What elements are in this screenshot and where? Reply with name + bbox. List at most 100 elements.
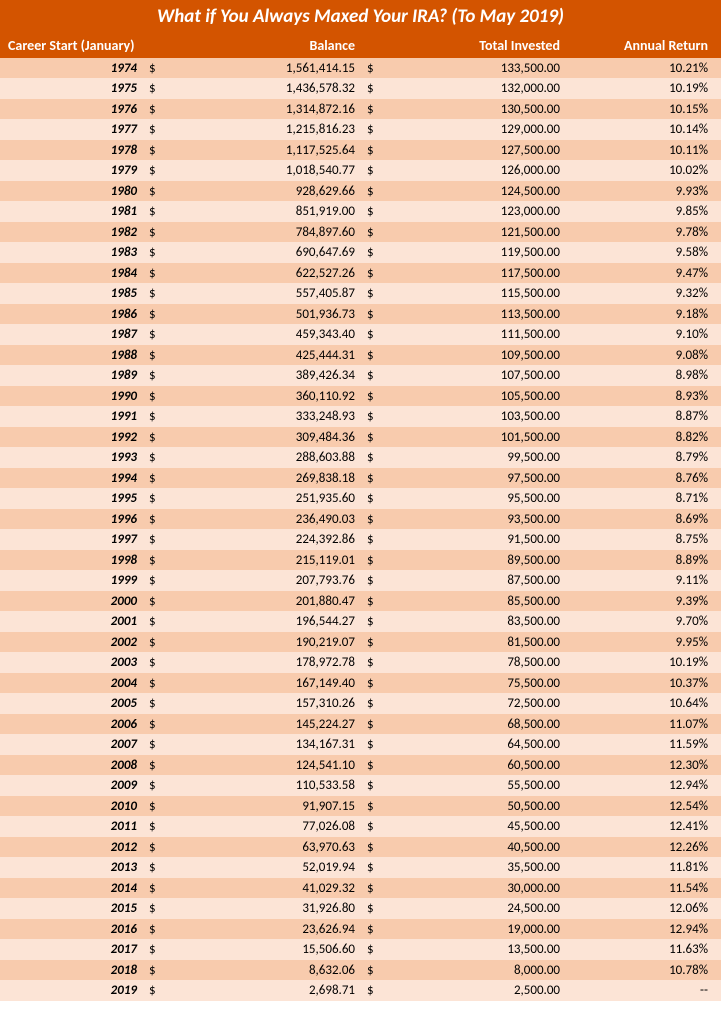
- table-row: 1993$288,603.88$99,500.008.79%: [0, 447, 721, 468]
- cell-balance: $31,926.80: [145, 901, 363, 916]
- cell-return: 9.39%: [568, 594, 718, 609]
- cell-balance: $236,490.03: [145, 512, 363, 527]
- cell-invested: $105,500.00: [363, 389, 568, 404]
- cell-return: 11.81%: [568, 860, 718, 875]
- table-row: 2015$31,926.80$24,500.0012.06%: [0, 898, 721, 919]
- cell-return: 12.94%: [568, 778, 718, 793]
- dollar-sign: $: [149, 778, 156, 793]
- cell-return: 9.78%: [568, 225, 718, 240]
- dollar-sign: $: [367, 184, 374, 199]
- dollar-sign: $: [367, 635, 374, 650]
- cell-year: 1993: [0, 450, 145, 465]
- cell-return: 9.58%: [568, 245, 718, 260]
- dollar-sign: $: [149, 635, 156, 650]
- table-row: 2001$196,544.27$83,500.009.70%: [0, 611, 721, 632]
- cell-return: 11.07%: [568, 717, 718, 732]
- cell-balance: $157,310.26: [145, 696, 363, 711]
- cell-balance: $784,897.60: [145, 225, 363, 240]
- cell-year: 2011: [0, 819, 145, 834]
- cell-year: 1985: [0, 286, 145, 301]
- dollar-sign: $: [149, 840, 156, 855]
- dollar-sign: $: [149, 942, 156, 957]
- dollar-sign: $: [149, 348, 156, 363]
- cell-invested: $19,000.00: [363, 922, 568, 937]
- cell-balance: $557,405.87: [145, 286, 363, 301]
- cell-balance: $851,919.00: [145, 204, 363, 219]
- cell-balance: $309,484.36: [145, 430, 363, 445]
- cell-invested: $124,500.00: [363, 184, 568, 199]
- cell-year: 1987: [0, 327, 145, 342]
- cell-invested: $127,500.00: [363, 143, 568, 158]
- table-row: 2008$124,541.10$60,500.0012.30%: [0, 755, 721, 776]
- dollar-sign: $: [149, 102, 156, 117]
- table-row: 1989$389,426.34$107,500.008.98%: [0, 365, 721, 386]
- cell-balance: $8,632.06: [145, 963, 363, 978]
- cell-return: 10.37%: [568, 676, 718, 691]
- cell-return: 9.47%: [568, 266, 718, 281]
- dollar-sign: $: [149, 758, 156, 773]
- dollar-sign: $: [149, 163, 156, 178]
- dollar-sign: $: [367, 860, 374, 875]
- cell-year: 1979: [0, 163, 145, 178]
- dollar-sign: $: [367, 471, 374, 486]
- dollar-sign: $: [367, 983, 374, 998]
- cell-return: 10.11%: [568, 143, 718, 158]
- dollar-sign: $: [149, 512, 156, 527]
- table-row: 1991$333,248.93$103,500.008.87%: [0, 406, 721, 427]
- dollar-sign: $: [367, 409, 374, 424]
- dollar-sign: $: [367, 963, 374, 978]
- dollar-sign: $: [149, 676, 156, 691]
- cell-return: 8.82%: [568, 430, 718, 445]
- cell-invested: $64,500.00: [363, 737, 568, 752]
- dollar-sign: $: [149, 696, 156, 711]
- dollar-sign: $: [149, 286, 156, 301]
- cell-balance: $501,936.73: [145, 307, 363, 322]
- ira-table: What if You Always Maxed Your IRA? (To M…: [0, 0, 721, 1001]
- dollar-sign: $: [367, 696, 374, 711]
- dollar-sign: $: [367, 553, 374, 568]
- cell-year: 1980: [0, 184, 145, 199]
- cell-invested: $95,500.00: [363, 491, 568, 506]
- cell-year: 2008: [0, 758, 145, 773]
- cell-year: 2004: [0, 676, 145, 691]
- cell-invested: $97,500.00: [363, 471, 568, 486]
- table-row: 2012$63,970.63$40,500.0012.26%: [0, 837, 721, 858]
- cell-return: --: [568, 983, 718, 998]
- cell-year: 1986: [0, 307, 145, 322]
- dollar-sign: $: [367, 799, 374, 814]
- dollar-sign: $: [367, 758, 374, 773]
- table-row: 1988$425,444.31$109,500.009.08%: [0, 345, 721, 366]
- cell-return: 10.15%: [568, 102, 718, 117]
- dollar-sign: $: [149, 204, 156, 219]
- cell-year: 1989: [0, 368, 145, 383]
- table-row: 2004$167,149.40$75,500.0010.37%: [0, 673, 721, 694]
- cell-invested: $83,500.00: [363, 614, 568, 629]
- cell-year: 1977: [0, 122, 145, 137]
- dollar-sign: $: [149, 81, 156, 96]
- table-row: 2003$178,972.78$78,500.0010.19%: [0, 652, 721, 673]
- dollar-sign: $: [149, 143, 156, 158]
- cell-year: 1974: [0, 61, 145, 76]
- cell-year: 2016: [0, 922, 145, 937]
- dollar-sign: $: [149, 61, 156, 76]
- cell-balance: $269,838.18: [145, 471, 363, 486]
- dollar-sign: $: [367, 922, 374, 937]
- dollar-sign: $: [149, 491, 156, 506]
- table-row: 1998$215,119.01$89,500.008.89%: [0, 550, 721, 571]
- cell-balance: $1,215,816.23: [145, 122, 363, 137]
- cell-balance: $190,219.07: [145, 635, 363, 650]
- dollar-sign: $: [367, 204, 374, 219]
- table-row: 1985$557,405.87$115,500.009.32%: [0, 283, 721, 304]
- cell-year: 1995: [0, 491, 145, 506]
- cell-invested: $78,500.00: [363, 655, 568, 670]
- dollar-sign: $: [149, 307, 156, 322]
- cell-balance: $928,629.66: [145, 184, 363, 199]
- table-row: 1982$784,897.60$121,500.009.78%: [0, 222, 721, 243]
- header-invested: Total Invested: [363, 37, 568, 54]
- cell-invested: $111,500.00: [363, 327, 568, 342]
- cell-year: 2018: [0, 963, 145, 978]
- dollar-sign: $: [367, 245, 374, 260]
- dollar-sign: $: [367, 430, 374, 445]
- dollar-sign: $: [149, 389, 156, 404]
- dollar-sign: $: [149, 901, 156, 916]
